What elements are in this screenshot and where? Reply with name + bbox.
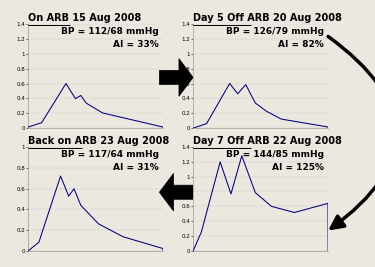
Text: BP = 112/68 mmHg
AI = 33%: BP = 112/68 mmHg AI = 33% [62,27,159,49]
Text: On ARB 15 Aug 2008: On ARB 15 Aug 2008 [28,13,141,23]
Text: Back on ARB 23 Aug 2008: Back on ARB 23 Aug 2008 [28,136,170,146]
Text: Day 5 Off ARB 20 Aug 2008: Day 5 Off ARB 20 Aug 2008 [193,13,342,23]
Text: BP = 126/79 mmHg
AI = 82%: BP = 126/79 mmHg AI = 82% [226,27,324,49]
Polygon shape [159,59,193,96]
Text: BP = 117/64 mmHg
AI = 31%: BP = 117/64 mmHg AI = 31% [61,150,159,172]
Polygon shape [159,174,193,211]
Text: BP = 144/85 mmHg
AI = 125%: BP = 144/85 mmHg AI = 125% [226,150,324,172]
Text: Day 7 Off ARB 22 Aug 2008: Day 7 Off ARB 22 Aug 2008 [193,136,342,146]
